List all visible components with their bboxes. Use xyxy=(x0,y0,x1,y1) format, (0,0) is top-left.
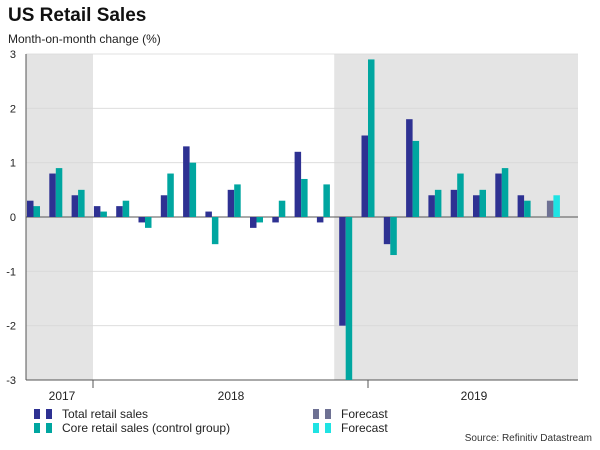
y-tick-label: 3 xyxy=(10,49,16,61)
legend-swatch-total-b xyxy=(46,409,52,419)
bar-total-retail-sales xyxy=(450,189,458,217)
y-tick-label: 0 xyxy=(10,212,16,224)
bar-core-retail-sales xyxy=(167,173,174,217)
y-tick-label: -2 xyxy=(6,321,16,333)
bar-core-retail-sales xyxy=(479,189,486,217)
bar-total-retail-sales xyxy=(316,217,324,223)
legend-label-core-retail-sales: Core retail sales (control group) xyxy=(62,421,231,435)
source-note: Source: Refinitiv Datastream xyxy=(464,433,592,444)
bar-core-retail-sales xyxy=(78,189,85,217)
bar-total-retail-sales xyxy=(205,211,212,217)
bar-total-retail-sales xyxy=(27,200,34,217)
bar-total-retail-sales xyxy=(428,195,435,217)
bar-core-retail-sales xyxy=(234,184,241,217)
bar-core-retail-sales xyxy=(501,168,509,217)
bar-total-retail-sales xyxy=(227,189,235,217)
legend-label-total-retail-sales: Total retail sales xyxy=(62,407,149,421)
chart-title: US Retail Sales xyxy=(8,5,147,26)
bar-total-retail-sales xyxy=(49,173,56,217)
bar-total-retail-sales xyxy=(138,217,145,223)
bar-core-retail-sales xyxy=(55,168,63,217)
bar-core-retail-sales xyxy=(278,200,286,217)
legend-swatch-total-a xyxy=(34,409,40,419)
y-tick-label: -3 xyxy=(6,375,16,387)
bar-core-retail-sales xyxy=(457,173,464,217)
bar-core-retail-sales xyxy=(345,217,353,380)
bar-total-retail-sales xyxy=(71,195,79,217)
bar-core-retail-sales xyxy=(323,184,330,217)
y-tick-label: 1 xyxy=(10,158,16,170)
y-tick-label: -1 xyxy=(6,266,16,278)
legend-swatch-forecast-core-b xyxy=(325,423,331,433)
legend-label-forecast-core: Forecast xyxy=(341,421,388,435)
chart-plot: -3 -2 -1 0 1 2 3 2017 2018 2019 xyxy=(6,49,578,403)
x-year-label: 2019 xyxy=(461,389,488,403)
bar-core-retail-sales xyxy=(100,211,107,217)
x-year-label: 2018 xyxy=(218,389,245,403)
bar-core-retail-sales xyxy=(211,217,219,245)
bar-total-retail-sales xyxy=(160,195,168,217)
legend-swatch-core-a xyxy=(34,423,40,433)
bar-core-retail-sales xyxy=(256,217,263,223)
bar-total-retail-sales xyxy=(116,206,123,217)
legend-swatch-forecast-total-b xyxy=(325,409,331,419)
bar-total-retail-sales xyxy=(361,135,368,217)
bar-core-retail-sales xyxy=(301,178,308,217)
bar-core-retail-sales xyxy=(189,162,197,217)
bar-total-retail-sales xyxy=(495,173,502,217)
bar-core-retail-sales xyxy=(434,189,442,217)
legend-label-forecast-total: Forecast xyxy=(341,407,388,421)
bar-total-retail-sales xyxy=(383,217,391,245)
legend-swatch-core-b xyxy=(46,423,52,433)
legend-swatch-forecast-total-a xyxy=(313,409,319,419)
bar-core-retail-sales xyxy=(412,140,420,217)
bar-total-retail-sales xyxy=(406,119,413,217)
bar-total-retail-sales xyxy=(183,146,190,217)
bar-core-retail-sales xyxy=(145,217,152,228)
bar-total-retail-sales xyxy=(473,195,480,217)
bar-total-retail-sales xyxy=(250,217,257,228)
bar-total-retail-sales xyxy=(294,151,302,217)
bar-forecast-total xyxy=(546,200,554,217)
bar-total-retail-sales xyxy=(517,195,525,217)
legend-swatch-forecast-core-a xyxy=(313,423,319,433)
x-year-label: 2017 xyxy=(49,389,76,403)
bar-total-retail-sales xyxy=(339,217,346,326)
bar-core-retail-sales xyxy=(33,206,40,217)
bar-core-retail-sales xyxy=(524,200,531,217)
bar-core-retail-sales xyxy=(122,200,130,217)
bar-core-retail-sales xyxy=(368,59,375,217)
bar-forecast-core xyxy=(553,195,560,217)
y-tick-label: 2 xyxy=(10,103,16,115)
bar-core-retail-sales xyxy=(390,217,397,256)
chart-subtitle: Month-on-month change (%) xyxy=(8,32,161,46)
bar-total-retail-sales xyxy=(272,217,279,223)
bar-total-retail-sales xyxy=(93,206,101,217)
